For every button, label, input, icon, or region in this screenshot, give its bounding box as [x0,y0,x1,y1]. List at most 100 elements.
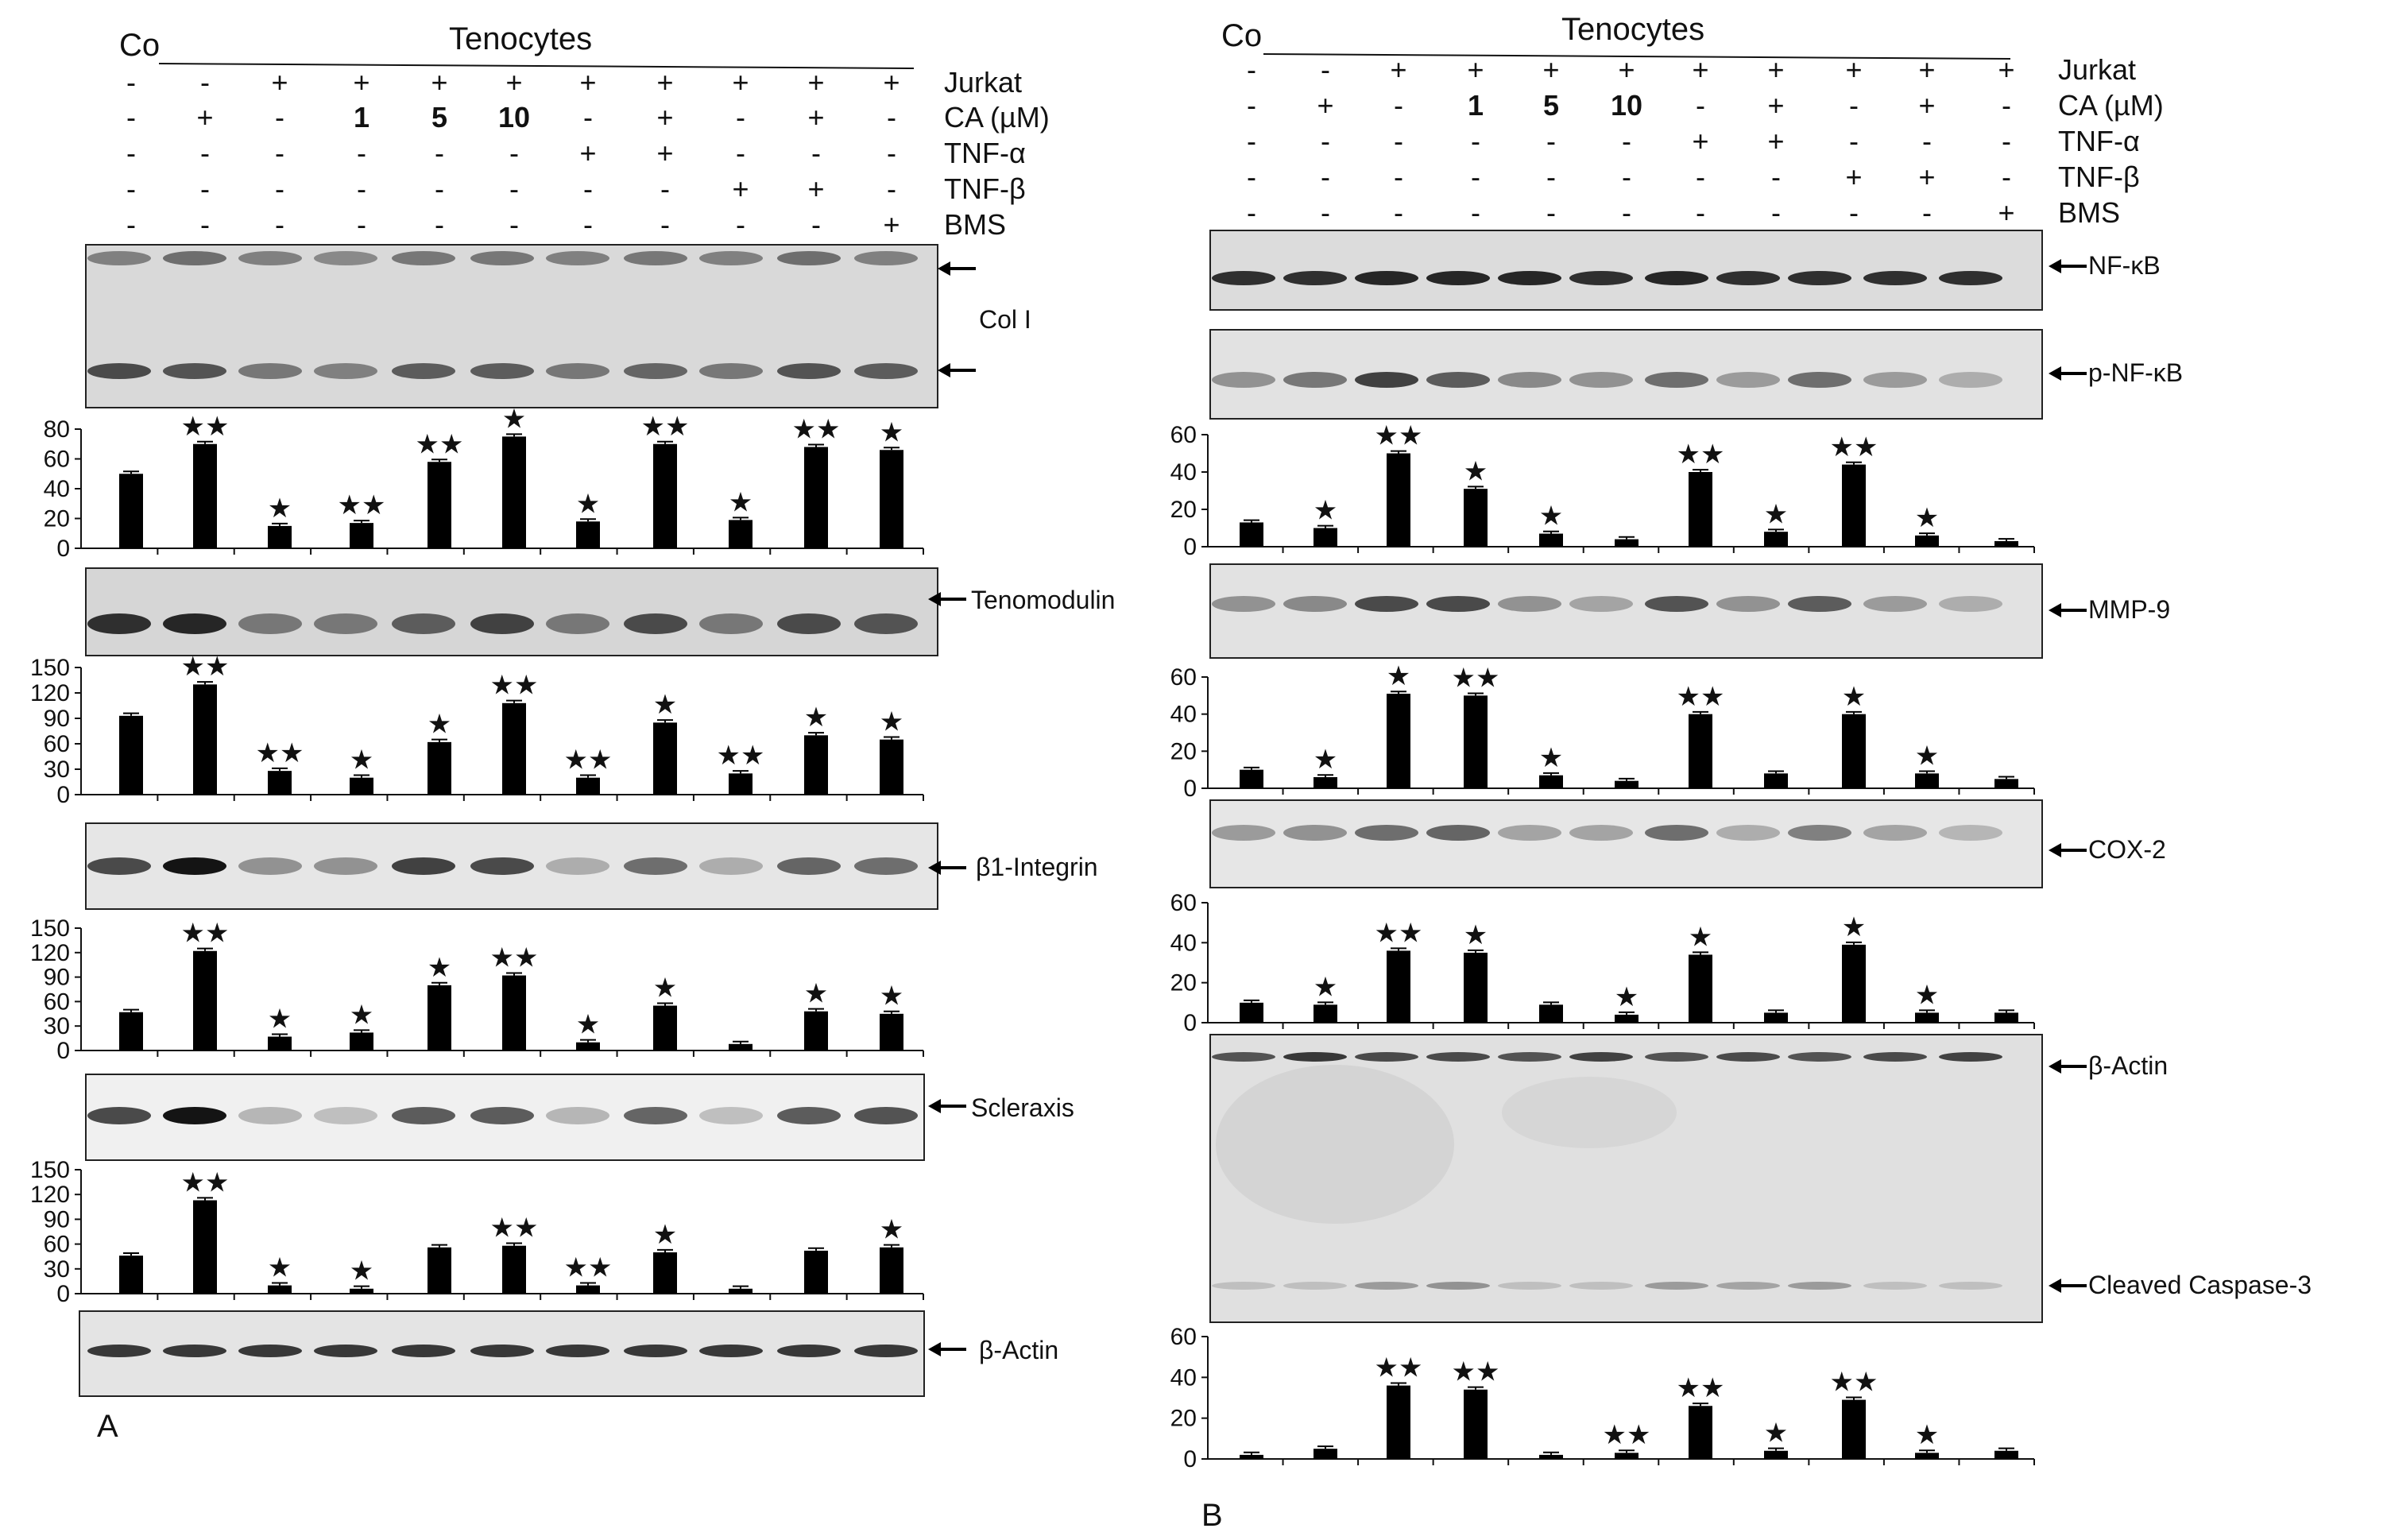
condition-cell: - [509,172,519,205]
condition-cell: + [505,66,522,99]
condition-cell: 5 [431,101,447,133]
blot-band [1498,825,1561,841]
blot-band [854,857,918,875]
blot-band [1716,1052,1780,1062]
significance-marker: ★★ [181,652,230,682]
blot-band [1863,1282,1927,1290]
blot-band [1426,372,1490,388]
blot-cox-2: COX-2 [1209,799,2166,888]
condition-cell: + [883,66,900,99]
blot-band [1939,1052,2002,1062]
significance-marker: ★★ [564,745,613,775]
blot-band [1645,372,1708,388]
bar [502,975,526,1051]
blot-band [777,1107,841,1124]
condition-cell: + [579,137,596,169]
arrow-icon [2049,366,2061,381]
significance-marker: ★ [502,404,526,434]
condition-cell: - [1849,196,1859,229]
condition-cell: - [736,208,745,241]
blot-band [238,857,302,875]
y-tick-label: 0 [56,1281,70,1307]
condition-cell: - [2002,125,2011,157]
blot-band [163,857,226,875]
significance-marker: ★ [1915,503,1939,533]
condition-cell: - [1849,89,1859,122]
significance-marker: ★ [1464,920,1488,950]
blot-band [238,251,302,265]
condition-cell: + [1692,125,1708,157]
y-tick-label: 60 [44,447,70,473]
arrow-icon [2049,1059,2061,1074]
condition-cell: + [1767,53,1784,86]
significance-marker: ★★ [181,1167,230,1198]
panel-a-header: Co Tenocytes [119,21,915,69]
significance-marker: ★★ [490,671,539,701]
blot-label-mmp-9: MMP-9 [2088,595,2170,624]
blot-label-p-nf-kb: p-NF-κB [2088,358,2183,387]
y-tick-label: 30 [44,1256,70,1283]
condition-cell: - [736,137,745,169]
arrow-icon [938,261,950,276]
condition-cell: - [583,101,593,133]
condition-cell: - [1321,161,1330,193]
blot-band [392,857,455,875]
bar [193,1200,217,1294]
y-tick-label: 60 [1170,890,1197,916]
bar [1240,1454,1263,1459]
significance-marker: ★ [880,417,903,447]
condition-cell: - [811,137,821,169]
blot-band [314,613,377,634]
bar [576,777,600,795]
condition-cell: - [126,208,136,241]
blot-band [624,1345,687,1357]
bar [1464,1389,1488,1459]
blot-band [1498,596,1561,612]
y-tick-label: 150 [30,915,70,942]
blot-label-cox-2: COX-2 [2088,835,2166,864]
blot-band [1426,271,1490,285]
blot-band [1212,1282,1275,1290]
blot-mmp-9: MMP-9 [1209,563,2170,659]
blot-tenomodulin: Tenomodulin [85,567,1115,656]
panel-b-condition-table: - - + + + + + + + + + Jurkat- + -1 5 10- + - + - CA (µM)- - - -… [1247,53,2164,229]
y-tick-label: 30 [44,756,70,783]
blot-band [1426,1052,1490,1062]
y-tick-label: 0 [1183,776,1197,802]
blot-band [470,857,534,875]
blot-band [777,251,841,265]
condition-cell: - [1622,196,1631,229]
bar [1539,1454,1563,1459]
condition-cell: + [1918,53,1935,86]
significance-marker: ★ [428,710,451,740]
bar [804,735,828,795]
blot-band [624,251,687,265]
y-tick-label: 90 [44,1206,70,1232]
bar [1915,1453,1939,1459]
blot-band [1355,596,1418,612]
blot-band [854,613,918,634]
condition-cell: - [126,137,136,169]
condition-cell: 1 [354,101,369,133]
blot-p-nf-kb: p-NF-κB [1209,329,2183,420]
bar [119,1012,143,1051]
significance-marker: ★ [653,973,677,1003]
y-tick-label: 60 [44,989,70,1015]
bar [1994,779,2018,788]
blot-band [1863,596,1927,612]
condition-cell: - [1546,196,1556,229]
condition-cell: - [275,101,284,133]
bar [1240,769,1263,788]
blot-band [1355,271,1418,285]
y-tick-label: 0 [1183,1446,1197,1472]
blot-band [546,251,609,265]
panel-b-letter: B [1201,1498,1223,1533]
condition-row-label: BMS [2058,196,2120,229]
condition-row-label: TNF-α [2058,125,2140,157]
blot-band [238,1345,302,1357]
blot-actin-caspase: β-Actin Cleaved Caspase-3 [1209,1034,2312,1323]
bar [1615,539,1638,547]
condition-cell: + [1998,53,2014,86]
bar [1689,714,1712,788]
